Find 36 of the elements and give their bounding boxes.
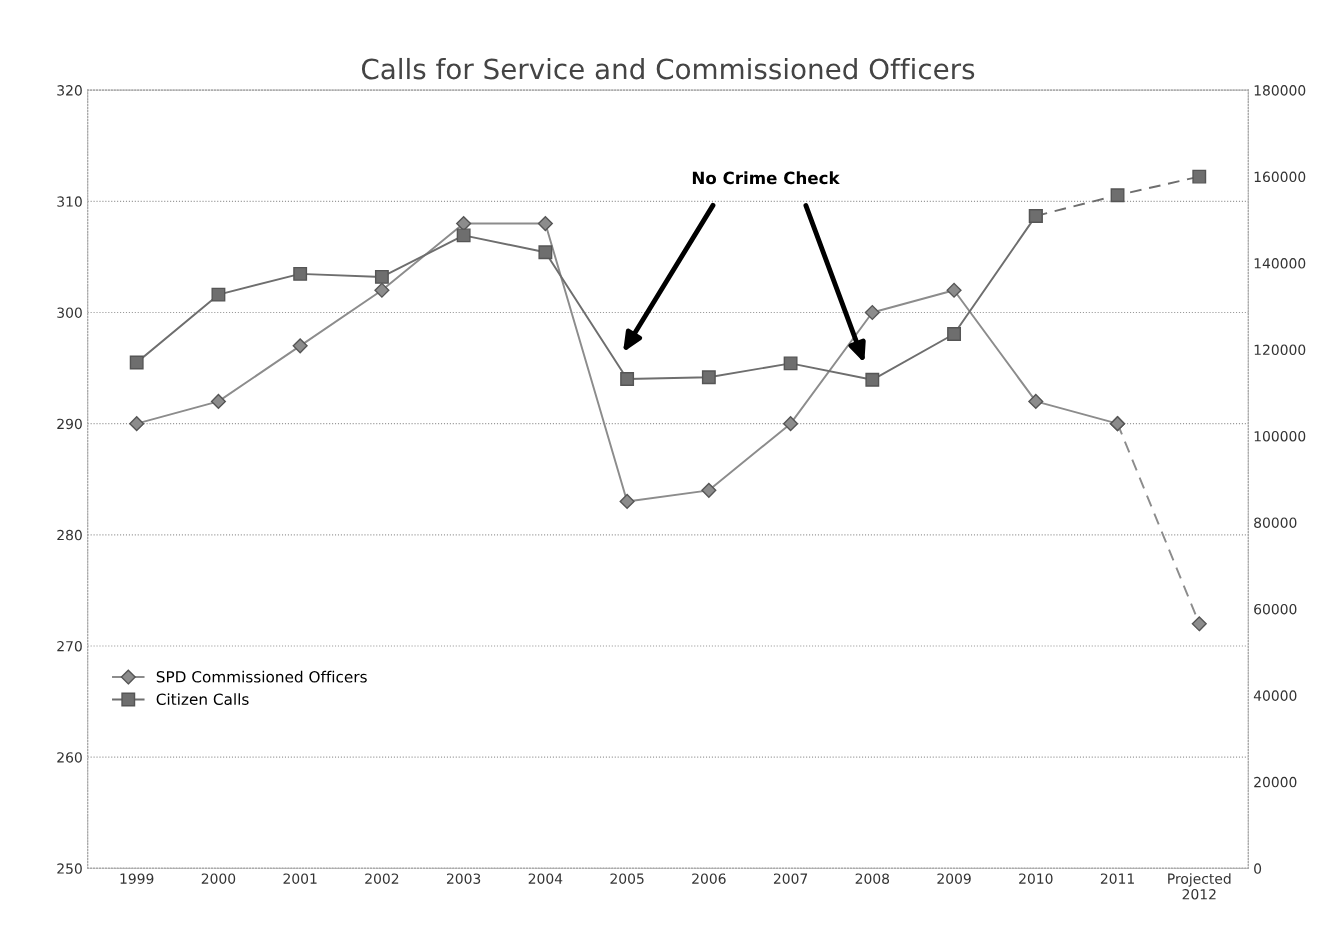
legend-label: SPD Commissioned Officers bbox=[156, 670, 367, 683]
x-tick-label: 2009 bbox=[937, 873, 971, 884]
y2-tick-label: 140000 bbox=[1254, 258, 1306, 269]
x-tick-label: 2006 bbox=[692, 873, 726, 884]
x-tick-label: 2002 bbox=[365, 873, 399, 884]
y2-tick-label: 160000 bbox=[1254, 171, 1306, 183]
x-tick-label: 2001 bbox=[283, 873, 317, 884]
x-tick-label: 2005 bbox=[610, 873, 644, 884]
x-tick-label: 1999 bbox=[120, 873, 154, 884]
y-tick-label: 290 bbox=[57, 418, 82, 430]
y-tick-label: 320 bbox=[57, 85, 82, 96]
y2-tick-label: 80000 bbox=[1254, 517, 1297, 528]
x-tick-label: Projected 2012 bbox=[1168, 873, 1231, 900]
y2-tick-label: 40000 bbox=[1253, 690, 1297, 701]
y-tick-label: 310 bbox=[57, 196, 82, 207]
y-tick-label: 250 bbox=[57, 863, 82, 874]
chart-title: Calls for Service and Commissioned Officers bbox=[361, 57, 975, 80]
x-tick-label: 2003 bbox=[446, 873, 481, 884]
y-tick-label: 260 bbox=[57, 752, 82, 763]
y2-tick-label: 180000 bbox=[1254, 85, 1306, 96]
x-tick-label: 2007 bbox=[773, 873, 808, 884]
x-tick-label: 2008 bbox=[855, 873, 890, 884]
y2-tick-label: 20000 bbox=[1254, 776, 1297, 788]
y2-tick-label: 60000 bbox=[1254, 603, 1297, 615]
y2-tick-label: 120000 bbox=[1254, 344, 1306, 356]
x-tick-label: 2004 bbox=[528, 873, 563, 884]
annotation: No Crime Check bbox=[692, 171, 840, 185]
legend-label: Citizen Calls bbox=[156, 693, 249, 705]
x-tick-label: 2000 bbox=[201, 873, 236, 884]
y2-tick-label: 0 bbox=[1254, 863, 1262, 874]
y-tick-label: 280 bbox=[57, 529, 82, 541]
x-tick-label: 2011 bbox=[1100, 873, 1134, 884]
y-tick-label: 300 bbox=[57, 307, 82, 318]
y2-tick-label: 100000 bbox=[1254, 430, 1306, 442]
x-tick-label: 2010 bbox=[1019, 873, 1053, 884]
y-tick-label: 270 bbox=[57, 640, 82, 652]
